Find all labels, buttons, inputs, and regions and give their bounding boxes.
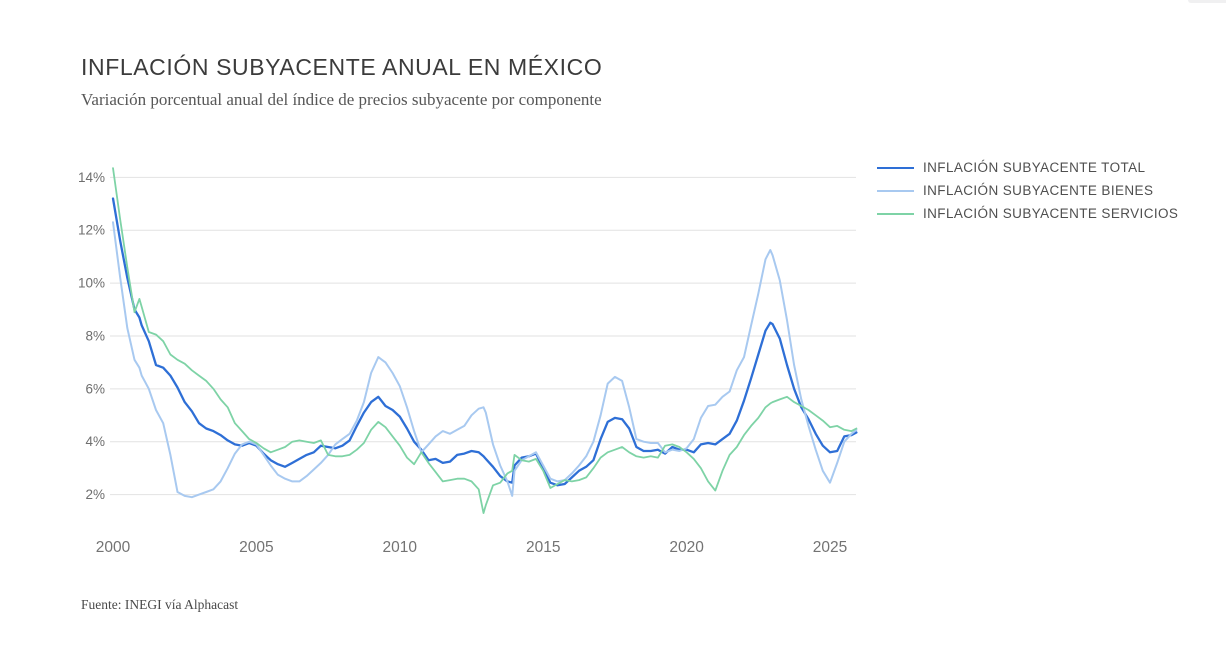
y-tick-14%: 14%: [78, 170, 105, 185]
x-tick-2015: 2015: [526, 539, 560, 556]
legend-item-bienes[interactable]: INFLACIÓN SUBYACENTE BIENES: [877, 179, 1178, 202]
x-tick-2005: 2005: [239, 539, 273, 556]
source-note: Fuente: INEGI vía Alphacast: [81, 597, 239, 612]
y-tick-4%: 4%: [85, 434, 105, 449]
x-tick-2000: 2000: [96, 539, 131, 556]
legend-label-servicios: INFLACIÓN SUBYACENTE SERVICIOS: [923, 206, 1179, 221]
page-title: INFLACIÓN SUBYACENTE ANUAL EN MÉXICO: [81, 54, 603, 80]
servicios-line-swatch: [877, 212, 914, 215]
series-line-1: [112, 221, 858, 499]
y-tick-10%: 10%: [78, 276, 105, 291]
y-tick-6%: 6%: [85, 381, 105, 396]
series-line-0: [111, 197, 858, 487]
x-tick-2020: 2020: [669, 539, 704, 556]
series-line-2: [112, 167, 858, 514]
chart-legend: INFLACIÓN SUBYACENTE TOTAL INFLACIÓN SUB…: [877, 156, 1178, 225]
y-tick-12%: 12%: [78, 223, 105, 238]
y-tick-8%: 8%: [85, 328, 105, 343]
legend-item-servicios[interactable]: INFLACIÓN SUBYACENTE SERVICIOS: [877, 202, 1178, 225]
legend-label-bienes: INFLACIÓN SUBYACENTE BIENES: [923, 183, 1154, 198]
total-line-swatch: [877, 166, 914, 169]
bienes-line-swatch: [877, 189, 914, 192]
top-right-ui-fragment: [1188, 0, 1226, 3]
page-subtitle: Variación porcentual anual del índice de…: [81, 90, 602, 109]
x-tick-2010: 2010: [383, 539, 418, 556]
legend-item-total[interactable]: INFLACIÓN SUBYACENTE TOTAL: [877, 156, 1178, 179]
legend-label-total: INFLACIÓN SUBYACENTE TOTAL: [923, 160, 1146, 175]
y-tick-2%: 2%: [85, 487, 105, 502]
x-tick-2025: 2025: [813, 539, 847, 556]
